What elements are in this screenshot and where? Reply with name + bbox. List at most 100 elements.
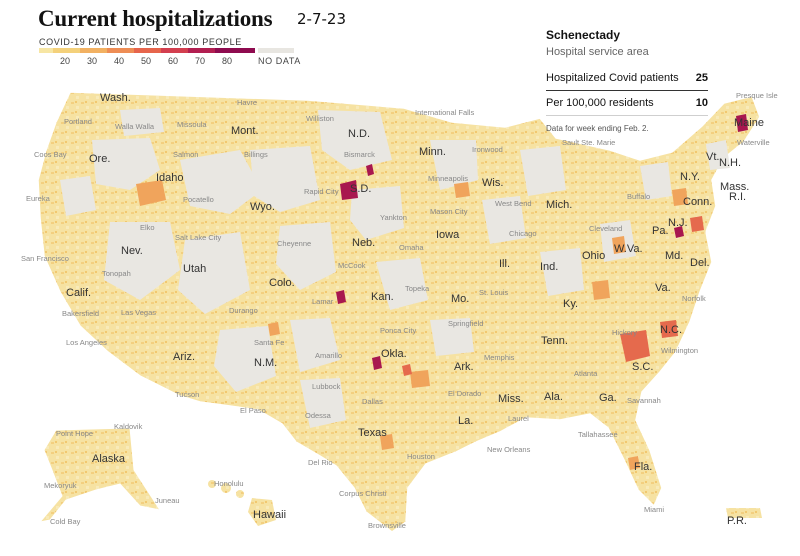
city-label: Memphis <box>484 353 515 362</box>
state-label: N.D. <box>348 128 370 140</box>
legend-tick: 80 <box>221 56 233 66</box>
state-label: Md. <box>665 250 683 262</box>
city-label: Amarillo <box>315 351 342 360</box>
city-label: Omaha <box>399 243 424 252</box>
city-label: Eureka <box>26 194 51 203</box>
legend-tick: 60 <box>167 56 179 66</box>
city-label: Missoula <box>177 120 207 129</box>
state-label: Idaho <box>156 172 184 184</box>
city-label: Lubbock <box>312 382 341 391</box>
city-label: Los Angeles <box>66 338 107 347</box>
city-label: Topeka <box>405 284 430 293</box>
state-label: Mass. <box>720 181 749 193</box>
city-label: Minneapolis <box>428 174 468 183</box>
city-label: Portland <box>64 117 92 126</box>
city-label: Houston <box>407 452 435 461</box>
state-label: Conn. <box>683 196 712 208</box>
state-label: S.D. <box>350 183 371 195</box>
state-label: Mont. <box>231 125 259 137</box>
no-data-label: NO DATA <box>258 56 301 66</box>
city-label: El Dorado <box>448 389 481 398</box>
state-label: Ohio <box>582 250 605 262</box>
state-label: N.M. <box>254 357 277 369</box>
legend-title: COVID-19 PATIENTS PER 100,000 PEOPLE <box>39 37 242 47</box>
state-label: Del. <box>690 257 710 269</box>
data-note: Data for week ending Feb. 2. <box>546 124 649 133</box>
state-label: Maine <box>734 117 764 129</box>
city-label: Yankton <box>380 213 407 222</box>
state-label: Tenn. <box>541 335 568 347</box>
legend-ticks: 20 30 40 50 60 70 80 <box>39 56 259 68</box>
state-label: Hawaii <box>253 509 286 521</box>
legend-swatch <box>107 48 134 53</box>
state-label: Okla. <box>381 348 407 360</box>
city-label: Norfolk <box>682 294 706 303</box>
stat-label: Per 100,000 residents <box>546 97 654 109</box>
city-label: Billings <box>244 150 268 159</box>
legend-swatch <box>53 48 80 53</box>
state-label: S.C. <box>632 361 653 373</box>
state-label: Ore. <box>89 153 110 165</box>
legend-tick: 40 <box>113 56 125 66</box>
state-label: N.Y. <box>680 171 700 183</box>
selected-area-name: Schenectady <box>546 28 621 42</box>
state-label: Texas <box>358 427 387 439</box>
legend-swatch <box>215 48 255 53</box>
puerto-rico <box>726 508 762 518</box>
city-label: Corpus Christi <box>339 489 387 498</box>
hawaii <box>208 480 276 526</box>
legend-swatch <box>188 48 215 53</box>
state-label: Utah <box>183 263 206 275</box>
state-label: Ark. <box>454 361 474 373</box>
state-label: W.Va. <box>614 243 643 255</box>
city-label: Salt Lake City <box>175 233 222 242</box>
city-label: Ponca City <box>380 326 417 335</box>
stat-row: Hospitalized Covid patients 25 <box>546 66 708 91</box>
state-label: R.I. <box>729 191 746 203</box>
city-label: Cold Bay <box>50 517 81 526</box>
city-label: Waterville <box>737 138 770 147</box>
state-label: P.R. <box>727 515 747 527</box>
state-label: Wash. <box>100 92 131 104</box>
legend-swatch <box>134 48 161 53</box>
city-label: Atlanta <box>574 369 598 378</box>
city-label: Cleveland <box>589 224 622 233</box>
city-label: St. Louis <box>479 288 508 297</box>
state-label: N.C. <box>660 324 682 336</box>
city-label: West Bend <box>495 199 532 208</box>
legend-tick: 50 <box>140 56 152 66</box>
state-label: Ga. <box>599 392 617 404</box>
alaska <box>38 427 162 523</box>
state-label: Wis. <box>482 177 503 189</box>
state-label: Colo. <box>269 277 295 289</box>
city-label: Dallas <box>362 397 383 406</box>
state-label: Ariz. <box>173 351 195 363</box>
city-label: Tallahassee <box>578 430 618 439</box>
state-label: Minn. <box>419 146 446 158</box>
no-data-swatch <box>258 48 294 53</box>
city-label: Tucson <box>175 390 199 399</box>
state-label: Ill. <box>499 258 510 270</box>
state-label: N.H. <box>719 157 741 169</box>
city-label: Miami <box>644 505 664 514</box>
legend-color-scale <box>39 48 255 53</box>
city-label: McCook <box>338 261 366 270</box>
city-label: Springfield <box>448 319 483 328</box>
stat-label: Hospitalized Covid patients <box>546 72 679 84</box>
city-label: Chicago <box>509 229 537 238</box>
city-label: Wilmington <box>661 346 698 355</box>
city-label: Savannah <box>627 396 661 405</box>
city-label: Buffalo <box>627 192 650 201</box>
city-label: Havre <box>237 98 257 107</box>
city-label: El Paso <box>240 406 266 415</box>
city-label: Rapid City <box>304 187 339 196</box>
city-label: Cheyenne <box>277 239 311 248</box>
date-stamp: 2-7-23 <box>297 10 346 28</box>
state-label: Mich. <box>546 199 572 211</box>
state-label: Alaska <box>92 453 126 465</box>
city-label: Sault Ste. Marie <box>562 138 615 147</box>
city-label: Lamar <box>312 297 334 306</box>
legend-tick: 20 <box>59 56 71 66</box>
city-labels: Portland Walla Walla Havre Missoula Will… <box>21 91 778 530</box>
